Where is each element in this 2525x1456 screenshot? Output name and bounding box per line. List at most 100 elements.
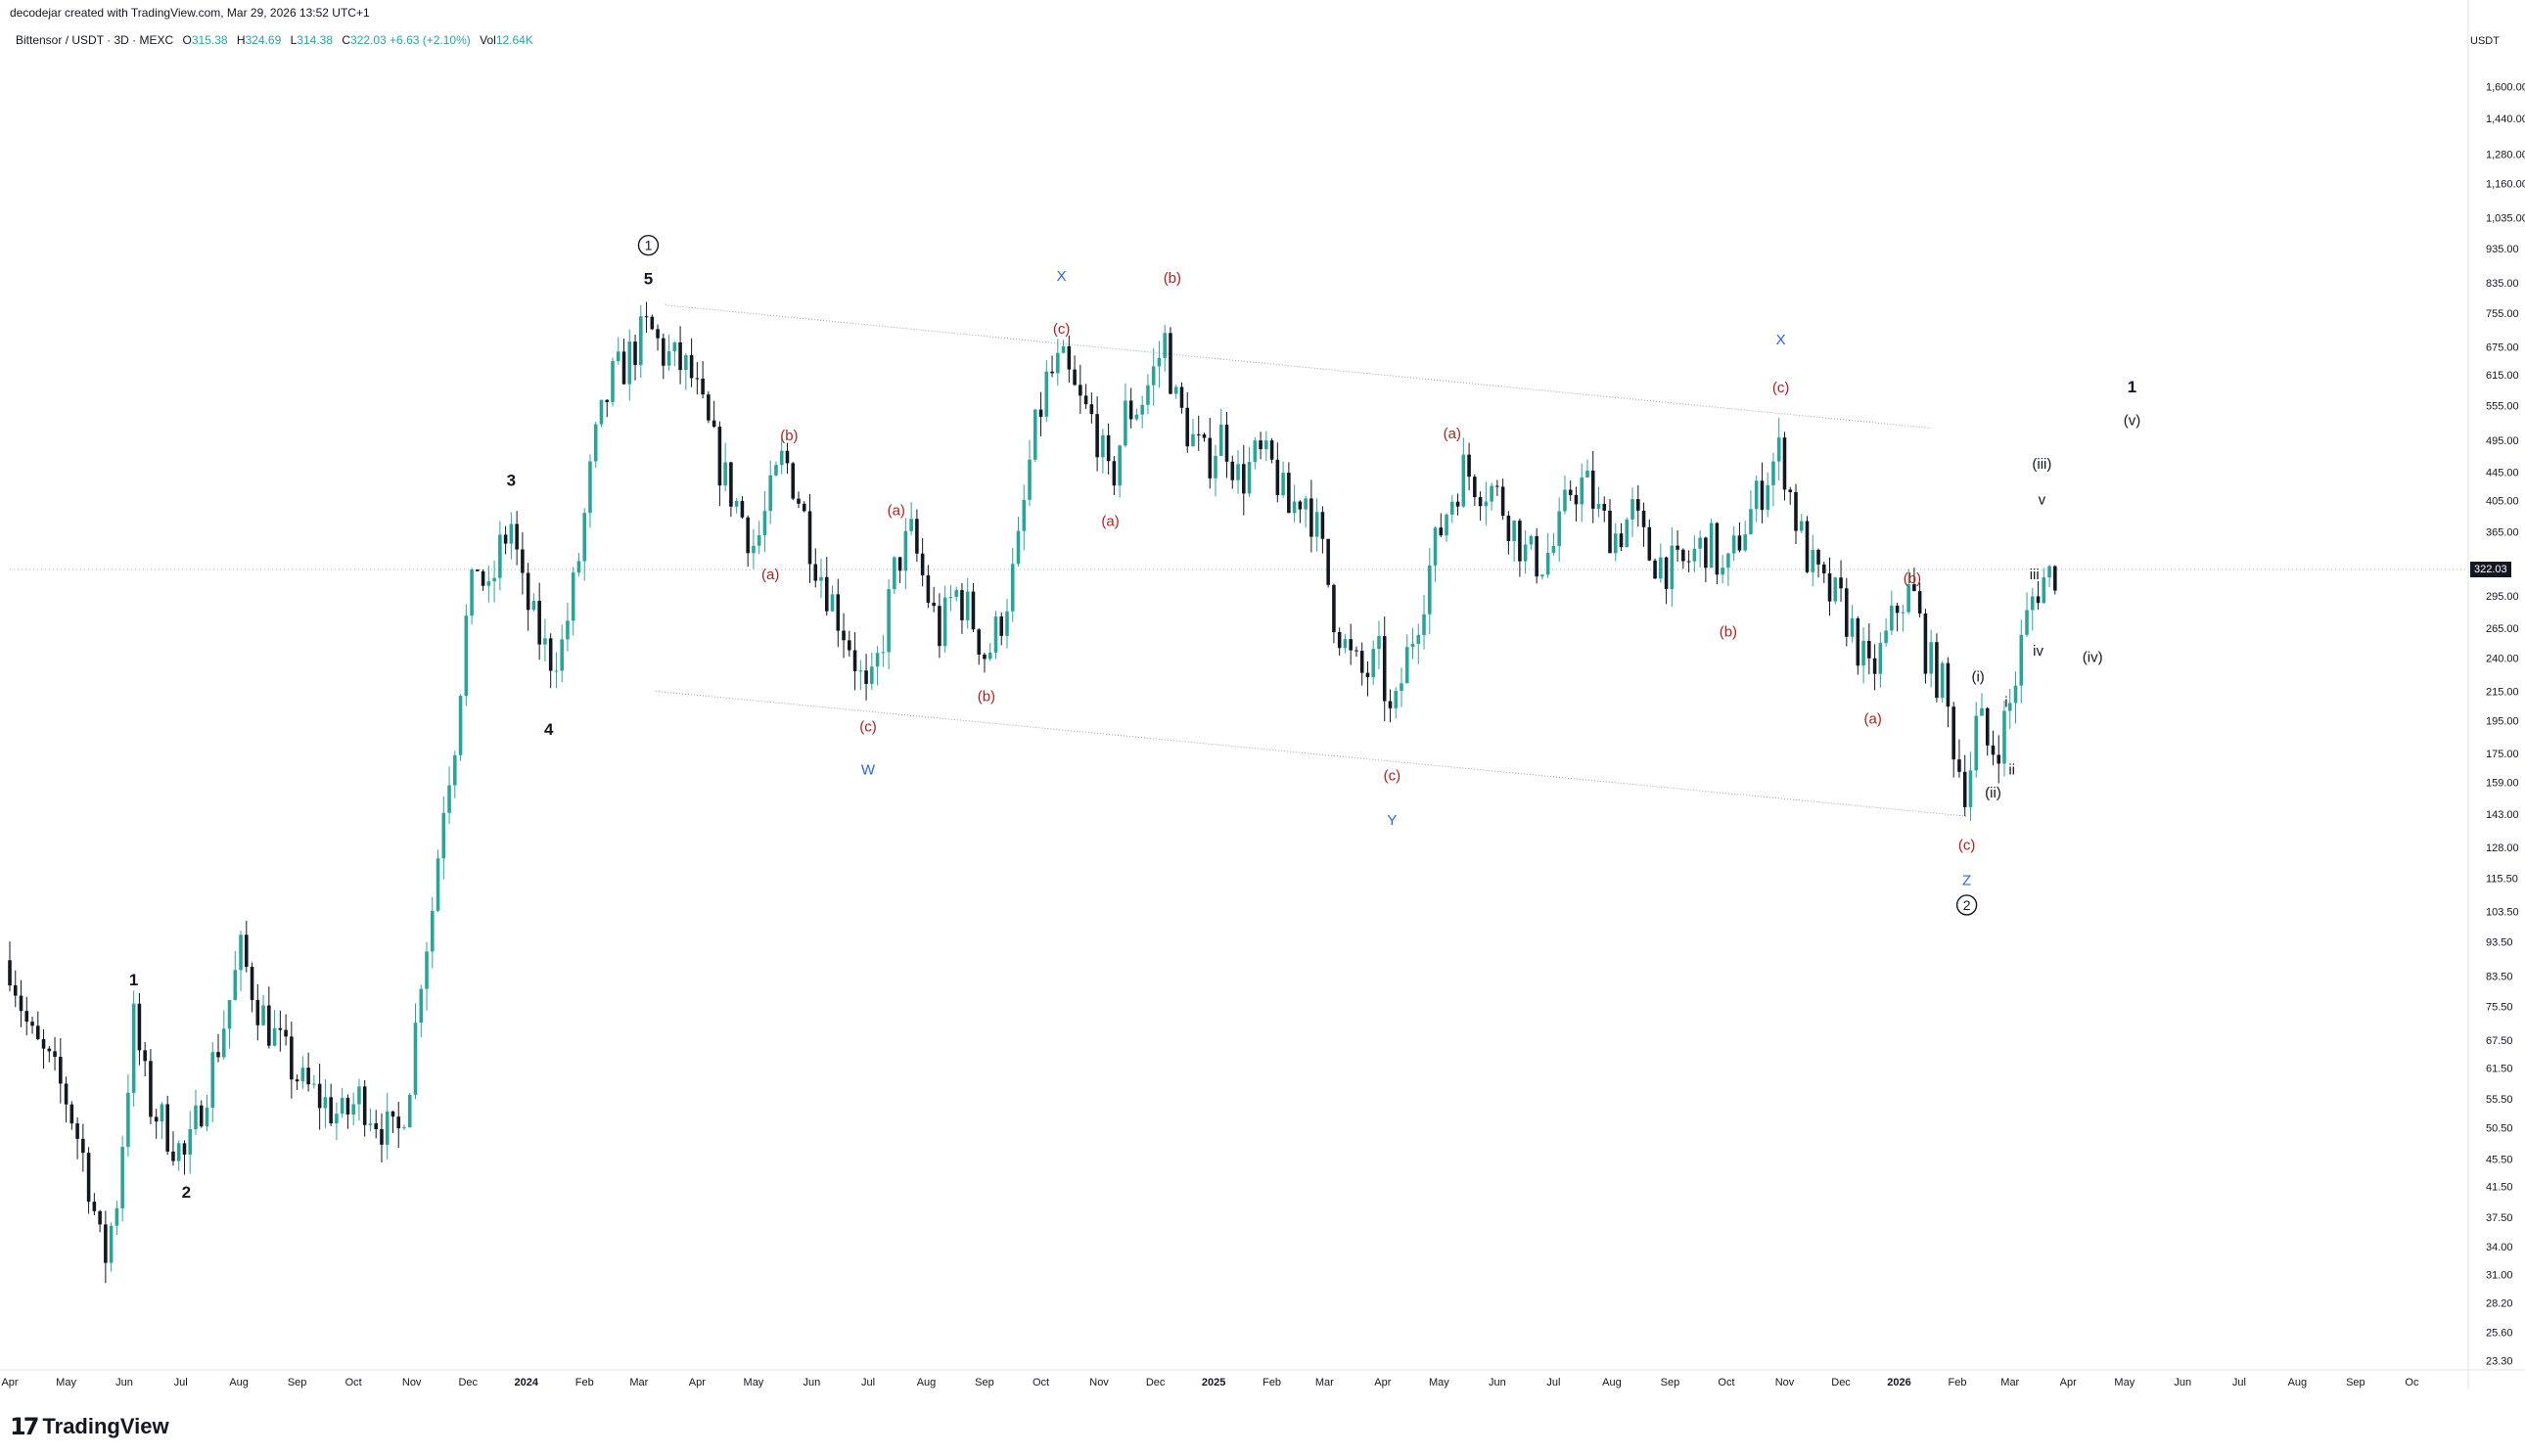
wave-label: (b)	[1720, 623, 1737, 640]
candle-body	[1292, 501, 1297, 514]
time-tick-label: 2025	[1202, 1377, 1225, 1388]
candle-body	[1371, 649, 1375, 678]
candle-body	[278, 1027, 283, 1030]
candle-body	[1118, 445, 1122, 486]
candle-body	[509, 523, 514, 544]
candle-body	[69, 1104, 74, 1124]
time-tick-label: May	[56, 1377, 76, 1388]
price-tick-label: 25.60	[2486, 1327, 2513, 1339]
candle-body	[1191, 433, 1195, 447]
candle-body	[1731, 535, 1736, 554]
candle-body	[662, 338, 666, 366]
time-tick-label: Jul	[861, 1377, 875, 1388]
price-tick-label: 615.00	[2486, 370, 2519, 382]
time-tick-label: Jul	[1546, 1377, 1560, 1388]
candle-body	[210, 1052, 215, 1108]
candle-body	[1518, 521, 1522, 562]
candle-body	[740, 500, 745, 518]
candles	[8, 301, 2468, 1284]
candle-body	[1839, 577, 1843, 589]
price-tick-label: 28.20	[2486, 1298, 2513, 1310]
candle-body	[1106, 434, 1111, 462]
candle-body	[1010, 564, 1015, 612]
candle-body	[104, 1224, 108, 1263]
symbol-legend: Bittensor / USDT · 3D · MEXC O315.38 H32…	[16, 33, 533, 47]
candle-body	[1872, 658, 1877, 674]
candle-body	[1585, 470, 1589, 478]
channel-line	[656, 690, 1967, 817]
candle-body	[1957, 759, 1961, 772]
candle-body	[656, 329, 660, 339]
price-tick-label: 83.50	[2486, 971, 2513, 982]
candle-body	[1445, 514, 1448, 536]
candle-body	[250, 967, 254, 1001]
time-tick-label: Jun	[115, 1377, 133, 1388]
candle-body	[762, 511, 767, 536]
candle-body	[171, 1151, 175, 1161]
candle-body	[1349, 639, 1353, 651]
candle-body	[453, 754, 457, 786]
candle-body	[593, 424, 598, 462]
price-tick-label: 103.50	[2486, 906, 2519, 918]
candle-body	[81, 1138, 85, 1154]
price-tick-label: 445.00	[2486, 468, 2519, 479]
time-tick-label: Aug	[917, 1377, 937, 1388]
candle-body	[430, 910, 435, 952]
candle-body	[819, 576, 823, 581]
price-axis: 23.30 25.60 28.20 31.00 34.00 37.50 41.50 45.50…	[2467, 0, 2525, 1389]
time-tick-label: Aug	[1602, 1377, 1622, 1388]
candle-body	[1884, 630, 1888, 644]
candle-body	[160, 1104, 164, 1122]
price-tick-label: 675.00	[2486, 341, 2519, 353]
candle-body	[1895, 605, 1900, 614]
open-value: 315.38	[191, 33, 228, 47]
candle-body	[239, 934, 243, 971]
candle-body	[897, 557, 902, 571]
time-tick-label: May	[1429, 1377, 1449, 1388]
candle-body	[1056, 352, 1060, 374]
candle-body	[1512, 521, 1516, 541]
volume-label: Vol	[480, 33, 496, 47]
symbol-name[interactable]: Bittensor / USDT · 3D · MEXC	[16, 33, 174, 47]
candle-body	[515, 523, 519, 550]
candle-body	[2007, 703, 2012, 711]
candle-body	[684, 355, 688, 371]
candle-body	[1320, 512, 1325, 539]
candle-body	[621, 351, 626, 385]
candle-body	[1698, 537, 1702, 549]
price-tick-label: 215.00	[2486, 686, 2519, 698]
price-tick-label: 67.50	[2486, 1035, 2513, 1047]
time-tick-label: Oct	[1033, 1377, 1049, 1388]
time-tick-label: May	[744, 1377, 764, 1388]
candle-body	[1545, 552, 1550, 575]
price-tick-label: 34.00	[2486, 1242, 2513, 1253]
time-tick-label: 2026	[1887, 1377, 1910, 1388]
candle-body	[599, 399, 604, 425]
candle-body	[1490, 485, 1493, 502]
time-tick-label: Feb	[1949, 1377, 1967, 1388]
wave-label: 4	[544, 720, 554, 739]
candle-body	[1044, 371, 1049, 417]
candle-body	[1602, 503, 1607, 511]
wave-label: ii	[2008, 762, 2015, 779]
candle-body	[245, 934, 249, 968]
tradingview-logo[interactable]: 17 TradingView	[10, 1413, 169, 1440]
candle-body	[436, 858, 440, 911]
candle-body	[120, 1147, 124, 1208]
candle-body	[115, 1207, 119, 1226]
candle-body	[1776, 437, 1781, 462]
time-tick-label: Apr	[2060, 1377, 2077, 1388]
currency-label[interactable]: USDT	[2470, 35, 2500, 47]
candle-body	[1236, 464, 1240, 480]
candle-body	[380, 1129, 384, 1145]
candle-body	[1816, 549, 1820, 565]
wave-label: 1	[2128, 378, 2136, 396]
time-tick-label: Jul	[2232, 1377, 2246, 1388]
candle-body	[1946, 662, 1951, 707]
candle-body	[2036, 596, 2041, 604]
candle-body	[1805, 521, 1810, 572]
time-tick-label: Oct	[345, 1377, 362, 1388]
candle-body	[131, 1003, 136, 1093]
candle-body	[571, 572, 575, 621]
